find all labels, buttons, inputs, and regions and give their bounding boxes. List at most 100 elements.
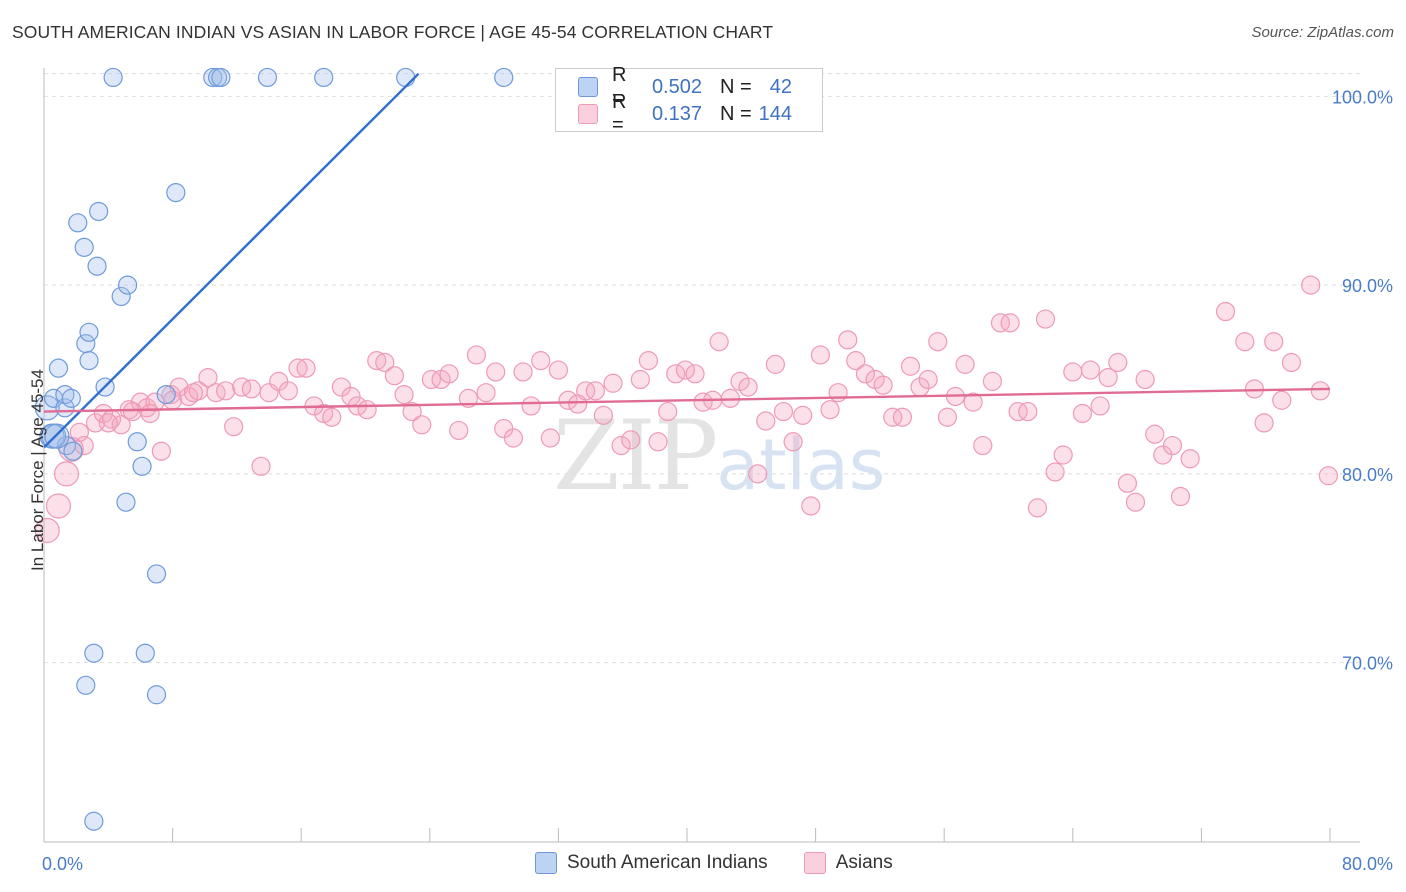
point-asian	[963, 392, 983, 412]
point-asian	[973, 435, 993, 456]
point-asian	[476, 383, 496, 403]
point-asian	[206, 383, 226, 403]
trend-lines	[43, 72, 1331, 449]
point-asian	[1090, 396, 1110, 416]
point-asian	[900, 356, 921, 376]
point-south-american-indian	[146, 564, 167, 584]
point-asian	[928, 332, 948, 352]
point-south-american-indian	[79, 351, 99, 371]
point-asian	[232, 377, 252, 397]
point-asian	[198, 368, 218, 388]
point-asian	[375, 352, 395, 373]
point-asian	[1072, 403, 1093, 424]
legend-item-south-american-indians: South American Indians	[535, 852, 768, 874]
point-asian	[322, 407, 342, 427]
y-tick-label: 80.0%	[1342, 465, 1393, 485]
point-asian	[773, 401, 794, 422]
data-points	[34, 67, 1338, 831]
point-asian	[503, 428, 523, 448]
point-asian	[630, 369, 650, 390]
point-asian	[241, 379, 261, 399]
point-asian	[1098, 368, 1118, 388]
point-south-american-indian	[494, 67, 514, 88]
point-south-american-indian	[117, 275, 138, 295]
watermark-zip: ZIP	[553, 400, 718, 512]
point-asian	[765, 354, 786, 374]
point-south-american-indian	[87, 256, 107, 276]
legend-n-label: N =	[720, 102, 752, 125]
point-asian	[810, 345, 831, 365]
x-tick-label-max: 80.0%	[1342, 854, 1393, 874]
legend-n-label: N =	[720, 75, 752, 98]
point-asian	[1027, 498, 1048, 518]
point-asian	[1301, 275, 1321, 295]
point-south-american-indian	[68, 213, 88, 233]
point-asian	[846, 351, 866, 371]
point-asian	[251, 456, 271, 476]
point-south-american-indian	[203, 67, 223, 88]
point-asian	[675, 360, 695, 380]
point-asian	[820, 400, 840, 420]
point-asian	[53, 461, 80, 487]
point-south-american-indian	[314, 67, 334, 88]
point-asian	[611, 435, 631, 456]
watermark: ZIPatlas	[553, 400, 885, 512]
point-south-american-indian	[156, 384, 176, 405]
trend-line-asians	[43, 387, 1331, 413]
point-asian	[955, 354, 975, 374]
point-asian	[648, 432, 668, 452]
point-asian	[738, 377, 758, 397]
point-south-american-indian	[48, 358, 69, 378]
point-asian	[1215, 301, 1236, 322]
point-asian	[34, 517, 60, 544]
point-asian	[1180, 449, 1200, 469]
point-asian	[801, 496, 821, 516]
point-asian	[384, 366, 405, 386]
point-asian	[873, 375, 893, 395]
point-asian	[466, 345, 487, 365]
point-asian	[748, 464, 768, 484]
trend-line-south-american-indians	[43, 72, 420, 449]
point-south-american-indian	[146, 685, 167, 705]
series-legend: South American Indians Asians	[535, 852, 929, 874]
point-asian	[151, 441, 171, 461]
point-asian	[183, 383, 204, 403]
point-asian	[216, 381, 236, 401]
x-tick-label-min: 0.0%	[42, 854, 83, 874]
point-asian	[412, 415, 432, 435]
point-asian	[593, 405, 614, 425]
point-asian	[1145, 424, 1165, 444]
point-asian	[982, 371, 1003, 391]
point-asian	[1281, 352, 1302, 373]
y-tick-label: 90.0%	[1342, 276, 1393, 296]
point-asian	[1008, 401, 1028, 422]
point-asian	[756, 411, 776, 431]
legend-swatch-blue	[535, 852, 557, 874]
point-south-american-indian	[84, 643, 104, 663]
legend-swatch-pink	[803, 852, 826, 874]
y-tick-label: 70.0%	[1342, 654, 1393, 674]
point-south-american-indian	[84, 811, 104, 831]
legend-r-label: R =	[612, 91, 627, 136]
point-asian	[1264, 332, 1284, 352]
point-asian	[540, 428, 560, 448]
point-asian	[1080, 360, 1101, 380]
legend-label: Asians	[835, 852, 893, 873]
y-tick-label: 100.0%	[1332, 87, 1393, 107]
y-axis-label: In Labor Force | Age 45-54	[28, 369, 48, 571]
point-asian	[1162, 435, 1183, 456]
point-asian	[603, 373, 623, 393]
point-asian	[828, 383, 848, 403]
point-asian	[402, 401, 422, 422]
point-south-american-indian	[135, 643, 155, 663]
point-asian	[449, 420, 469, 441]
point-south-american-indian	[396, 67, 416, 88]
point-asian	[709, 332, 729, 352]
point-asian	[521, 396, 541, 416]
point-asian	[1135, 369, 1155, 390]
legend-item-asians: Asians	[803, 852, 893, 874]
point-asian	[357, 400, 377, 420]
point-asian	[296, 358, 316, 378]
point-asian	[288, 358, 308, 378]
